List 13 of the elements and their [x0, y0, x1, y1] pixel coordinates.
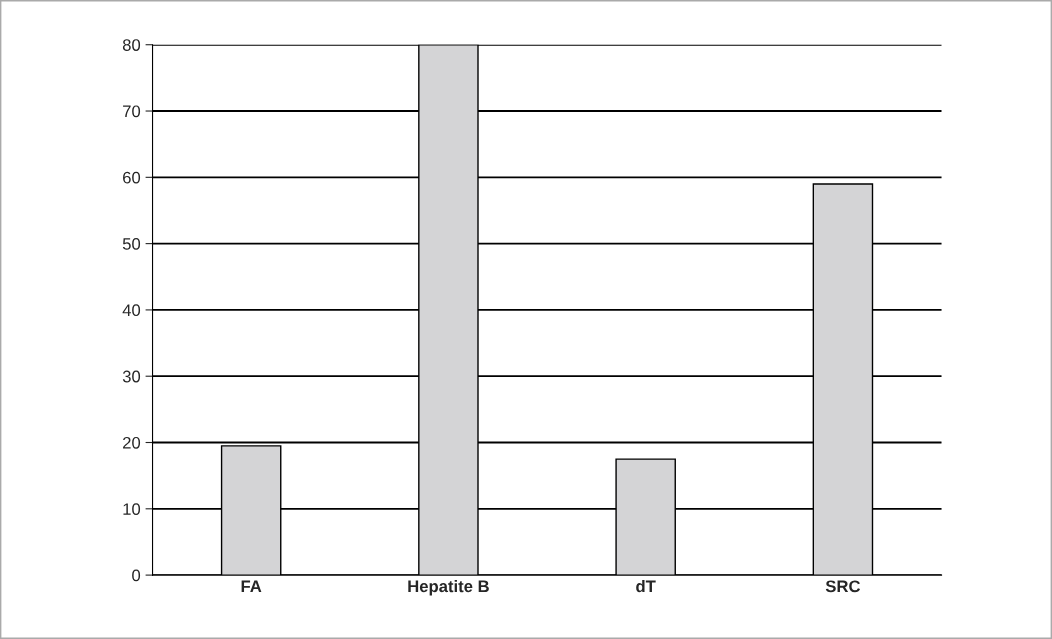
x-tick-label: dT [636, 579, 656, 593]
x-tick-label: FA [241, 580, 262, 593]
y-tick-label: 80 [122, 39, 141, 51]
x-tick-label: SRC [825, 580, 861, 593]
y-tick-label: 40 [122, 304, 141, 317]
x-tick-label: Hepatite B [408, 579, 489, 596]
y-tick-label: 20 [123, 436, 141, 449]
y-tick-label: 50 [122, 238, 141, 250]
y-tick-label: 70 [123, 105, 141, 118]
y-tick-label: 10 [123, 503, 141, 516]
y-tick-label: 30 [122, 370, 141, 383]
y-tick-label: 0 [132, 569, 141, 582]
y-tick-label: 60 [123, 171, 141, 184]
